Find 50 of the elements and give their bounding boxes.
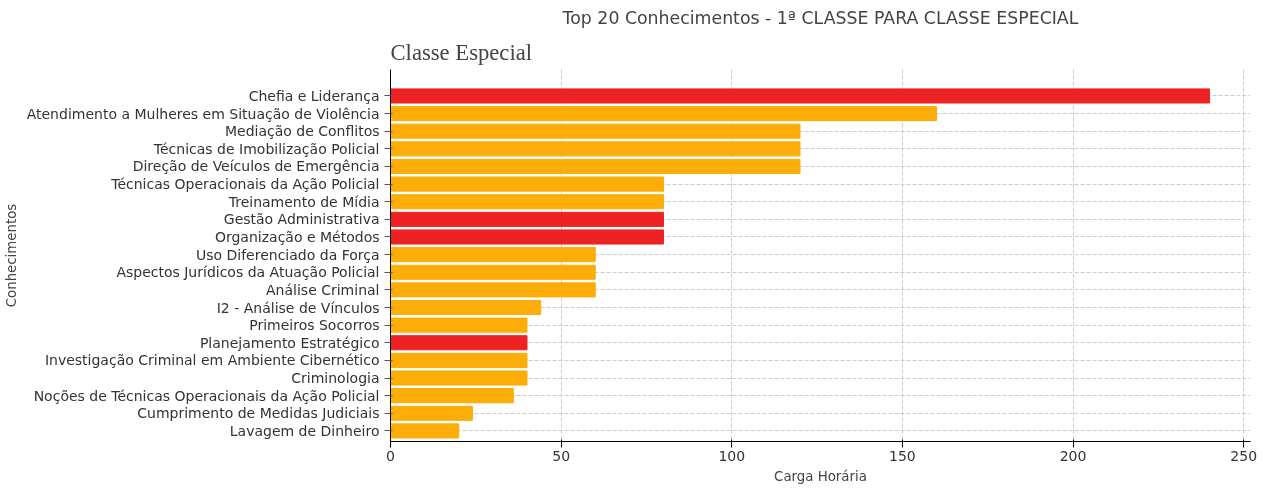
bar <box>390 282 596 298</box>
y-tick-label: Técnicas de Imobilização Policial <box>152 140 380 157</box>
y-tick-label: Aspectos Jurídicos da Atuação Policial <box>116 264 380 281</box>
bar <box>390 405 473 421</box>
bar <box>390 141 801 157</box>
y-tick-label: Análise Criminal <box>266 281 380 298</box>
y-tick-label: Atendimento a Mulheres em Situação de Violência <box>26 105 380 122</box>
x-tick-label: 150 <box>889 447 916 464</box>
y-tick-label: Criminologia <box>291 370 380 387</box>
x-axis-title: Carga Horária <box>774 468 867 484</box>
y-tick-label: Investigação Criminal em Ambiente Cibernético <box>44 352 380 369</box>
bar <box>390 423 460 439</box>
bar <box>390 88 1211 104</box>
x-tick-label: 250 <box>1230 447 1258 464</box>
y-tick-label: Gestão Administrativa <box>223 211 380 228</box>
y-tick-label: Chefia e Liderança <box>248 87 380 104</box>
bar <box>390 370 528 386</box>
x-tick-label: 50 <box>552 447 571 464</box>
bar <box>390 106 938 122</box>
y-tick-label: Noções de Técnicas Operacionais da Ação Policial <box>33 387 380 404</box>
text: Classe Especial <box>390 39 533 65</box>
bar <box>390 299 542 316</box>
bar <box>390 388 514 404</box>
x-tick-label: 0 <box>386 447 395 464</box>
bar <box>390 352 528 368</box>
y-tick-label: Direção de Veículos de Emergência <box>132 158 380 175</box>
x-tick-label: 200 <box>1059 447 1087 464</box>
bar <box>390 317 528 333</box>
bar <box>390 264 596 280</box>
bar <box>390 194 665 210</box>
y-tick-label: Técnicas Operacionais da Ação Policial <box>110 176 380 193</box>
y-tick-label: Treinamento de Mídia <box>227 193 380 210</box>
bar <box>390 158 801 175</box>
y-tick-label: Cumprimento de Medidas Judiciais <box>137 405 380 422</box>
x-tick-label: 100 <box>718 447 746 464</box>
y-tick-label: Mediação de Conflitos <box>224 123 380 140</box>
y-axis-title: Conhecimentos <box>3 203 19 308</box>
bar <box>390 335 528 351</box>
bar <box>390 176 665 192</box>
chart-title: Top 20 Conhecimentos - 1ª CLASSE PARA CLASSE ESPECIAL <box>561 7 1079 28</box>
y-tick-label: Lavagem de Dinheiro <box>229 422 380 439</box>
y-tick-label: Primeiros Socorros <box>249 317 380 334</box>
y-tick-label: Organização e Métodos <box>214 228 380 245</box>
bar <box>390 123 801 139</box>
bar <box>390 229 665 245</box>
bar <box>390 247 596 263</box>
bar <box>390 211 665 227</box>
y-tick-label: Uso Diferenciado da Força <box>195 246 380 263</box>
y-tick-label: I2 - Análise de Vínculos <box>216 299 380 316</box>
y-tick-label: Planejamento Estratégico <box>199 334 380 351</box>
